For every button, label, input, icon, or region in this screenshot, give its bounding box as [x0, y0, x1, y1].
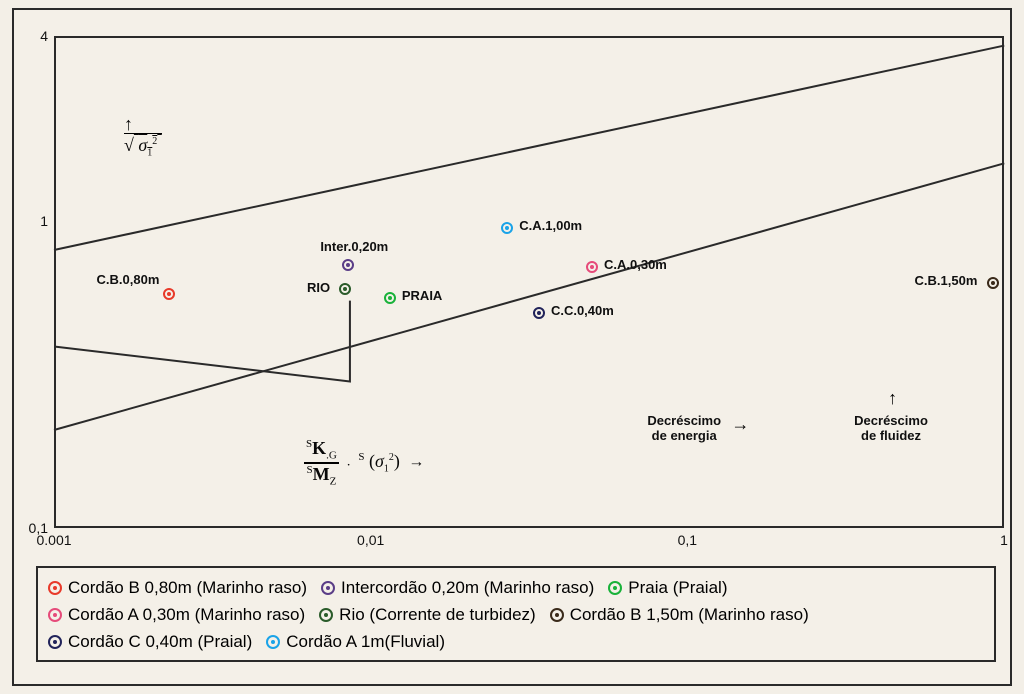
figure-frame: 0,114 0.0010,010,11 C.B.0,80mInter.0,20m…	[12, 8, 1012, 686]
arrow-right-icon: →	[731, 415, 749, 433]
arrow-up-icon: ↑	[888, 389, 897, 407]
legend-swatch-icon	[48, 581, 62, 595]
legend-item: Cordão A 1m(Fluvial)	[266, 632, 445, 652]
legend-swatch-icon	[266, 635, 280, 649]
plot-area: 0,114 0.0010,010,11 C.B.0,80mInter.0,20m…	[54, 36, 1004, 528]
y-tick-label: 4	[40, 28, 48, 44]
legend-item: Cordão B 0,80m (Marinho raso)	[48, 578, 307, 598]
point-cc040	[533, 307, 545, 319]
plot-border	[54, 36, 1004, 528]
annotation-line1: Decréscimo	[647, 413, 721, 428]
x-tick-label: 0.001	[36, 532, 71, 548]
x-axis-formula: SK.G SMZ . S (σ12) →	[304, 438, 424, 487]
legend-label: Cordão A 0,30m (Marinho raso)	[68, 605, 305, 625]
point-inter020	[342, 259, 354, 271]
legend-row-2: Cordão C 0,40m (Praial) Cordão A 1m(Fluvi…	[48, 632, 984, 652]
legend-label: Praia (Praial)	[628, 578, 727, 598]
legend-item: Cordão B 1,50m (Marinho raso)	[550, 605, 809, 625]
point-label-rio: RIO	[307, 280, 330, 295]
annotation-1: Decréscimode fluidez	[854, 413, 928, 443]
point-rio	[339, 283, 351, 295]
point-label-praia: PRAIA	[402, 288, 442, 303]
legend-label: Rio (Corrente de turbidez)	[339, 605, 536, 625]
annotation-line1: Decréscimo	[854, 413, 928, 428]
annotation-line2: de fluidez	[861, 428, 921, 443]
legend-swatch-icon	[48, 608, 62, 622]
legend-swatch-icon	[550, 608, 564, 622]
legend-item: Rio (Corrente de turbidez)	[319, 605, 536, 625]
x-tick-label: 1	[1000, 532, 1008, 548]
legend-label: Intercordão 0,20m (Marinho raso)	[341, 578, 594, 598]
legend-swatch-icon	[48, 635, 62, 649]
legend-label: Cordão B 1,50m (Marinho raso)	[570, 605, 809, 625]
point-praia	[384, 292, 396, 304]
legend: Cordão B 0,80m (Marinho raso) Intercordão…	[36, 566, 996, 662]
annotation-line2: de energia	[652, 428, 717, 443]
legend-item: Cordão C 0,40m (Praial)	[48, 632, 252, 652]
legend-item: Praia (Praial)	[608, 578, 727, 598]
legend-swatch-icon	[321, 581, 335, 595]
legend-swatch-icon	[608, 581, 622, 595]
point-label-cb150: C.B.1,50m	[915, 273, 978, 288]
legend-item: Cordão A 0,30m (Marinho raso)	[48, 605, 305, 625]
legend-label: Cordão A 1m(Fluvial)	[286, 632, 445, 652]
y-axis-formula: ↑ √ σ12	[124, 114, 162, 159]
legend-swatch-icon	[319, 608, 333, 622]
point-label-inter020: Inter.0,20m	[320, 239, 388, 254]
x-tick-label: 0,1	[678, 532, 697, 548]
legend-row-1: Cordão A 0,30m (Marinho raso) Rio (Corren…	[48, 605, 984, 625]
legend-label: Cordão B 0,80m (Marinho raso)	[68, 578, 307, 598]
legend-label: Cordão C 0,40m (Praial)	[68, 632, 252, 652]
legend-item: Intercordão 0,20m (Marinho raso)	[321, 578, 594, 598]
point-label-ca100: C.A.1,00m	[519, 218, 582, 233]
y-tick-label: 1	[40, 213, 48, 229]
annotation-0: Decréscimode energia	[647, 413, 721, 443]
point-cb080	[163, 288, 175, 300]
legend-row-0: Cordão B 0,80m (Marinho raso) Intercordão…	[48, 578, 984, 598]
point-label-cb080: C.B.0,80m	[97, 272, 160, 287]
point-label-cc040: C.C.0,40m	[551, 303, 614, 318]
point-cb150	[987, 277, 999, 289]
x-tick-label: 0,01	[357, 532, 384, 548]
point-ca030	[586, 261, 598, 273]
point-label-ca030: C.A.0,30m	[604, 257, 667, 272]
point-ca100	[501, 222, 513, 234]
